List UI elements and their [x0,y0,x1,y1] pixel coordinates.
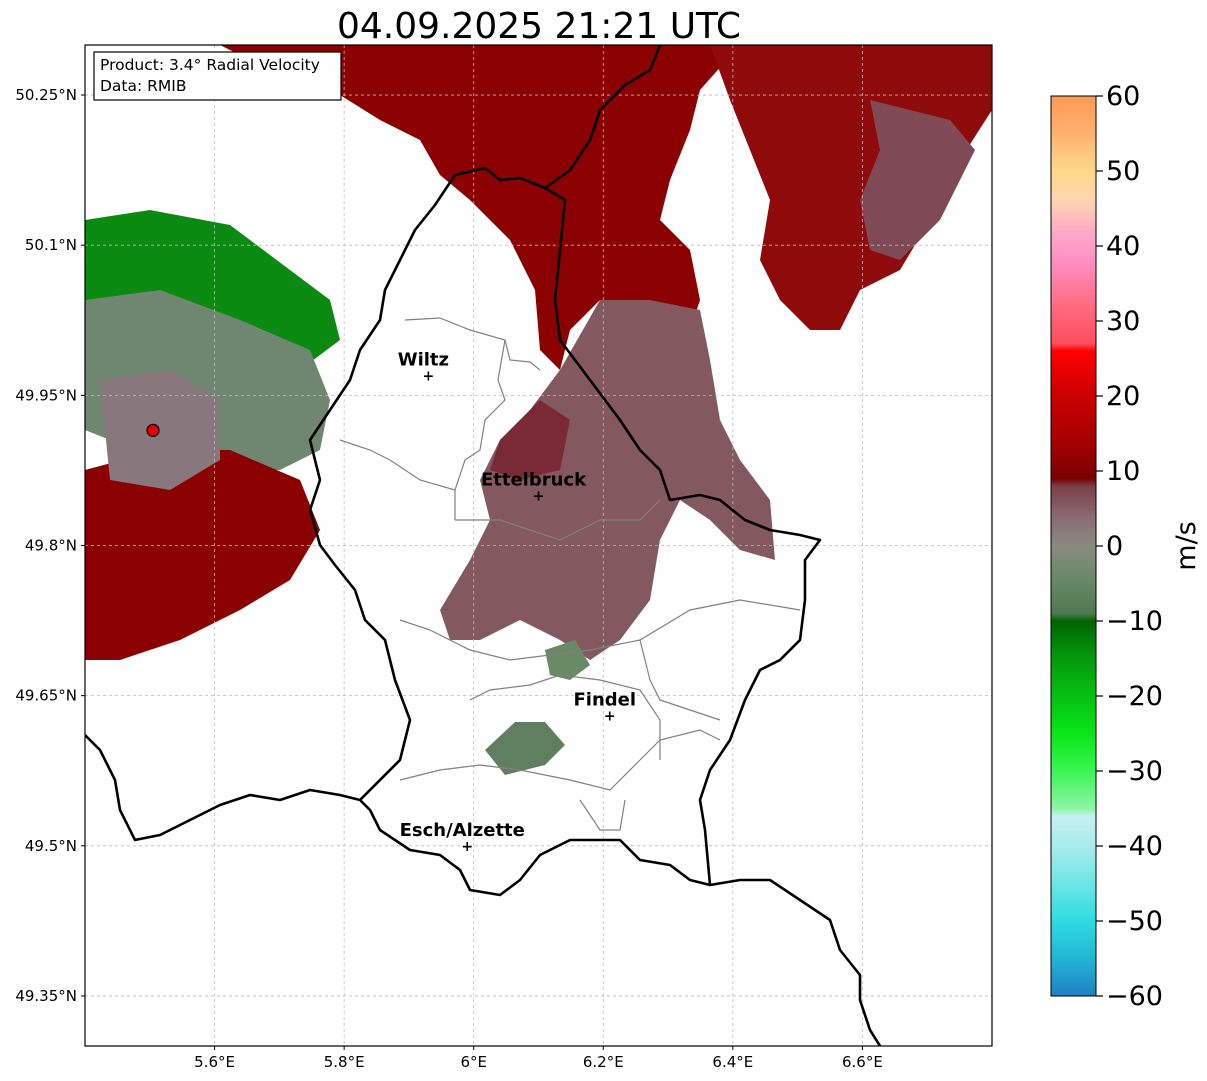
colorbar-tick-label: 10 [1106,456,1140,487]
city-cross-icon: + [422,368,434,384]
colorbar-tick-label: 40 [1106,231,1140,262]
lat-tick-label: 49.95°N [15,386,77,404]
city-marker: +Ettelbruck [481,469,587,504]
echo-ettelbruck-core [490,400,570,480]
canton-line-west [339,439,456,491]
colorbar-ticks: 60 50 40 30 20 10 0 −10 −20 −30 −40 −50 −60 [1096,81,1163,1012]
national-borders [85,45,882,1046]
radar-echoes [85,45,992,775]
echo-central-mauve [440,300,775,660]
lon-tick-label: 6.6°E [842,1053,883,1071]
canton-line-east [639,639,721,721]
info-data-source: Data: RMIB [100,77,187,95]
map-area[interactable]: +Wiltz+Ettelbruck+Findel+Esch/Alzette Pr… [84,44,993,1047]
echo-south-approaching [485,722,565,775]
colorbar-tick-label: 20 [1106,381,1140,412]
lon-tick-label: 6.2°E [583,1053,624,1071]
info-box: Product: 3.4° Radial Velocity Data: RMIB [93,51,342,101]
city-cross-icon: + [533,488,545,504]
colorbar-tick-label: 50 [1106,156,1140,187]
canton-line-mid [399,599,801,661]
echo-radar-mixed-center [100,370,220,490]
canton-line-wiltz-east [454,339,506,520]
canton-line-south-b [469,674,661,760]
city-label: Findel [573,690,636,711]
info-product: Product: 3.4° Radial Velocity [100,56,320,74]
colorbar-tick-label: −10 [1106,606,1163,637]
city-marker: +Esch/Alzette [400,820,525,855]
city-label: Wiltz [398,349,449,370]
border-germany-north [544,45,662,190]
map-title: 04.09.2025 21:21 UTC [337,6,741,47]
canton-boundaries [339,317,801,831]
border-luxembourg [308,166,822,897]
colorbar-tick-label: 60 [1106,81,1140,112]
lon-tick-label: 6.4°E [712,1053,753,1071]
colorbar-scale [1050,95,1097,997]
city-label: Esch/Alzette [400,820,525,841]
lat-tick-label: 50.1°N [25,236,77,254]
city-marker: +Wiltz [398,349,449,384]
colorbar-unit-label: m/s [1171,521,1202,570]
colorbar-tick-label: 30 [1106,306,1140,337]
gridlines [85,45,992,1046]
echo-north-receding [220,45,740,370]
radar-site-marker[interactable] [146,423,160,437]
colorbar-tick-label: −60 [1106,981,1163,1012]
longitude-tick-labels: 5.6°E 5.8°E 6°E 6.2°E 6.4°E 6.6°E [194,1046,883,1071]
colorbar-tick-label: −50 [1106,906,1163,937]
colorbar-tick-label: −30 [1106,756,1163,787]
echo-northeast-mauve [860,100,975,260]
city-cross-icon: + [461,839,473,855]
echo-findel-approaching [545,640,590,680]
latitude-tick-labels: 50.25°N 50.1°N 49.95°N 49.8°N 49.65°N 49.5°N 4… [15,86,85,1005]
colorbar: 60 50 40 30 20 10 0 −10 −20 −30 −40 −50 −60 m/s [1050,81,1202,1012]
border-belgium-france [85,734,361,842]
lat-tick-label: 49.65°N [15,687,77,705]
lat-tick-label: 49.5°N [25,837,77,855]
echo-radar-receding-south [85,450,320,660]
lon-tick-label: 6°E [460,1053,487,1071]
colorbar-tick-label: −40 [1106,831,1163,862]
lat-tick-label: 49.35°N [15,987,77,1005]
lon-tick-label: 5.6°E [194,1053,235,1071]
canton-line-south-c [579,799,626,831]
canton-line-central [455,499,661,541]
city-markers: +Wiltz+Ettelbruck+Findel+Esch/Alzette [398,349,636,854]
canton-line-south-a [399,729,721,791]
border-germany-south [709,878,882,1046]
lon-tick-label: 5.8°E [324,1053,365,1071]
city-marker: +Findel [573,690,636,725]
lat-tick-label: 49.8°N [25,537,77,555]
lat-tick-label: 50.25°N [15,86,77,104]
colorbar-tick-label: −20 [1106,681,1163,712]
city-cross-icon: + [604,709,616,725]
colorbar-tick-label: 0 [1106,531,1123,562]
city-label: Ettelbruck [481,469,587,490]
